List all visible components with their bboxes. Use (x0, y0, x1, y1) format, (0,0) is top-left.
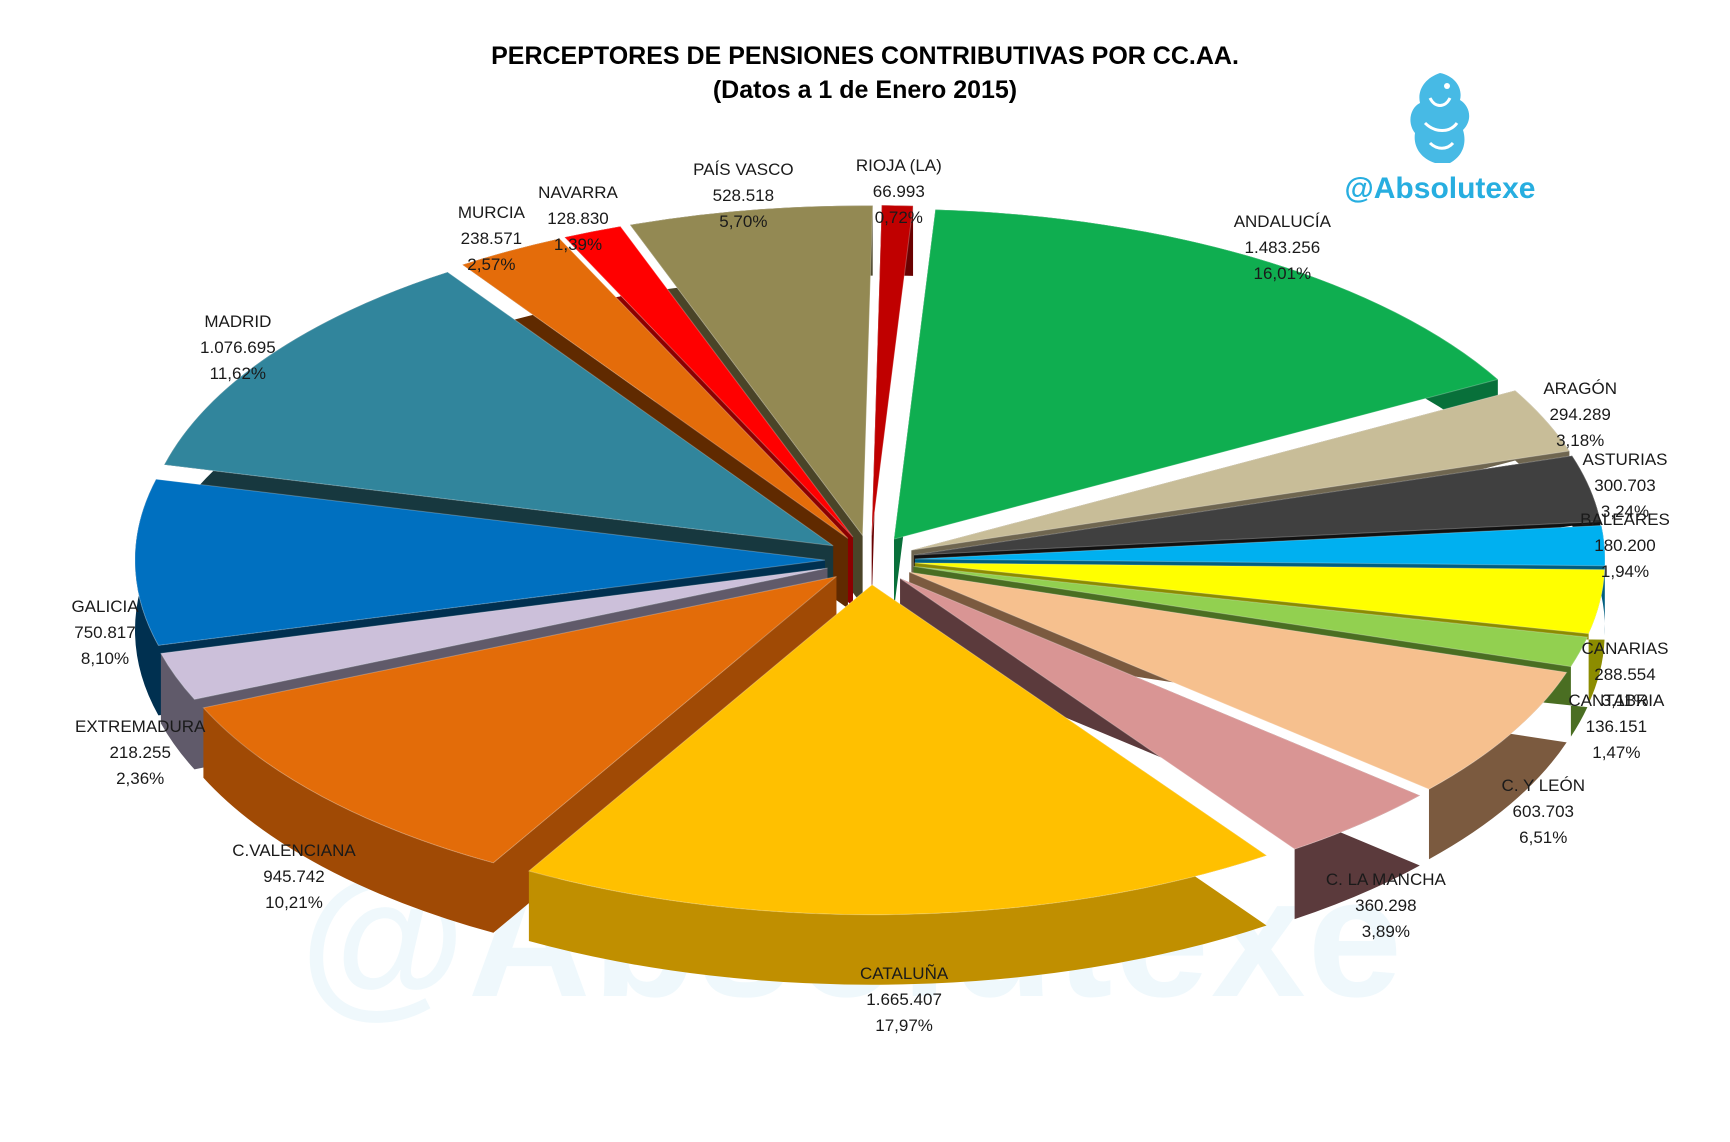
slice-label: MADRID 1.076.695 11,62% (138, 309, 338, 387)
brand-handle: @Absolutexe (1344, 172, 1536, 205)
pie-slice (871, 204, 914, 536)
slice-name: MADRID (204, 312, 272, 332)
slice-pct: 3,89% (1361, 922, 1410, 942)
slice-pct: 0,72% (874, 207, 923, 227)
chart-title: PERCEPTORES DE PENSIONES CONTRIBUTIVAS P… (491, 42, 1239, 70)
pie-slice (911, 389, 1571, 551)
slice-label: CANTABRIA 136.151 1,47% (1516, 688, 1716, 766)
slice-value: 128.830 (547, 208, 609, 228)
slice-name: NAVARRA (538, 182, 618, 202)
slice-name: RIOJA (LA) (855, 155, 942, 175)
pie-slice (461, 238, 849, 539)
slice-label: ANDALUCÍA 1.483.256 16,01% (1182, 209, 1382, 287)
slice-value: 180.200 (1594, 535, 1656, 555)
slice-pct: 3,24% (1600, 502, 1650, 522)
slice-value: 1.665.407 (866, 990, 942, 1010)
slice-value: 945.742 (263, 867, 325, 887)
slice-name: CATALUÑA (860, 964, 949, 984)
pie-slice (160, 567, 828, 700)
slice-label: ASTURIAS 300.703 3,24% (1525, 447, 1725, 525)
slice-pct: 3,11% (1601, 690, 1649, 710)
slice-name: GALICIA (71, 597, 139, 617)
slice-pct: 2,36% (116, 768, 165, 788)
slice-label: ARAGÓN 294.289 3,18% (1480, 376, 1680, 454)
pie-slice (629, 205, 874, 538)
slice-label: PAÍS VASCO 528.518 5,70% (643, 157, 843, 235)
pie-slice (899, 577, 1421, 850)
slice-value: 750.817 (74, 623, 136, 643)
slice-name: C. Y LEÓN (1501, 776, 1586, 796)
pie-slice (163, 271, 834, 547)
slice-value: 1.483.256 (1244, 238, 1321, 258)
slice-pct: 2,57% (467, 254, 516, 274)
slice-pct: 1,94% (1600, 561, 1650, 581)
slice-label: CATALUÑA 1.665.407 17,97% (804, 961, 1004, 1039)
pie-slice (893, 209, 1499, 540)
slice-name: BALEARES (1580, 509, 1670, 529)
slice-pct: 1,39% (553, 234, 603, 254)
slice-pct: 8,10% (80, 649, 130, 669)
pie-slice (914, 562, 1606, 635)
slice-side (203, 576, 837, 933)
slice-pct: 5,70% (719, 212, 768, 232)
slice-pct: 10,21% (265, 893, 323, 913)
pie-slice (527, 584, 1268, 916)
pie-slice (913, 455, 1602, 556)
slice-value: 66.993 (872, 181, 925, 201)
slice-value: 360.298 (1355, 896, 1417, 916)
slice-label: RIOJA (LA) 66.993 0,72% (799, 153, 999, 231)
slice-side (909, 572, 1567, 860)
slice-value: 528.518 (712, 186, 775, 206)
slice-side (871, 205, 914, 606)
slice-value: 300.703 (1594, 476, 1656, 496)
slice-value: 294.289 (1549, 405, 1611, 425)
slice-label: CANARIAS 288.554 3,11% (1525, 636, 1725, 714)
slice-label: NAVARRA 128.830 1,39% (478, 180, 678, 258)
slice-label: C.VALENCIANA 945.742 10,21% (194, 838, 394, 916)
slice-pct: 16,01% (1253, 264, 1312, 284)
slice-label: BALEARES 180.200 1,94% (1525, 507, 1725, 585)
slice-label: EXTREMADURA 218.255 2,36% (40, 714, 240, 792)
slice-value: 288.554 (1594, 664, 1656, 684)
slice-label: GALICIA 750.817 8,10% (5, 594, 205, 672)
griffin-logo-icon (1410, 73, 1470, 163)
slice-label: C. LA MANCHA 360.298 3,89% (1286, 867, 1486, 945)
slice-name: ASTURIAS (1582, 450, 1668, 470)
slice-pct: 17,97% (875, 1016, 933, 1036)
pie-slice (563, 225, 854, 538)
slice-name: C. LA MANCHA (1325, 870, 1446, 890)
slice-label: C. Y LEÓN 603.703 6,51% (1443, 773, 1643, 851)
slice-name: EXTREMADURA (75, 716, 206, 736)
slice-value: 603.703 (1512, 802, 1574, 822)
chart-subtitle: (Datos a 1 de Enero 2015) (712, 76, 1018, 104)
slice-pct: 6,51% (1519, 828, 1568, 848)
slice-name: C.VALENCIANA (232, 841, 356, 861)
slice-name: ANDALUCÍA (1233, 212, 1331, 232)
pie-slice (134, 478, 826, 646)
pie-slice (914, 524, 1606, 567)
slice-name: CANTABRIA (1568, 690, 1665, 710)
pie-slice (909, 571, 1568, 790)
pie-slice (202, 576, 837, 864)
slice-name: PAÍS VASCO (693, 160, 794, 180)
slice-value: 136.151 (1585, 716, 1648, 736)
slice-pct: 11,62% (209, 364, 267, 384)
slice-name: MURCIA (457, 202, 525, 222)
slice-name: ARAGÓN (1543, 379, 1618, 399)
slice-pct: 3,18% (1556, 431, 1605, 451)
slice-name: CANARIAS (1581, 638, 1669, 658)
slice-value: 1.076.695 (200, 338, 276, 358)
pie-slice (913, 565, 1589, 668)
slice-value: 238.571 (460, 228, 523, 248)
slice-value: 218.255 (109, 742, 171, 762)
slice-label: MURCIA 238.571 2,57% (391, 200, 591, 278)
slice-pct: 1,47% (1592, 742, 1641, 762)
